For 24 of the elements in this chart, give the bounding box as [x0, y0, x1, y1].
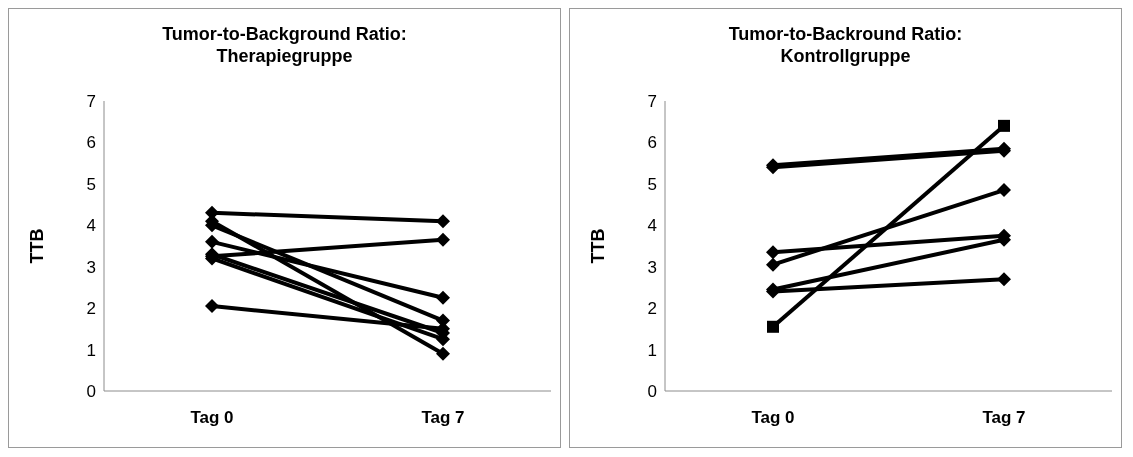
y-tick-label: 0 [647, 382, 657, 402]
y-tick-label: 6 [86, 133, 96, 153]
y-tick-label: 0 [86, 382, 96, 402]
chart-title: Tumor-to-Background Ratio: Therapiegruppe [161, 23, 408, 67]
y-tick-label: 1 [86, 340, 96, 360]
y-tick-label: 5 [86, 174, 96, 194]
x-tick-label: Tag 7 [421, 408, 465, 428]
y-tick-label: 3 [86, 257, 96, 277]
y-tick-label: 7 [86, 92, 96, 112]
y-tick-label: 6 [647, 133, 657, 153]
y-axis-title: TTB [27, 228, 48, 264]
chart-title: Tumor-to-Backround Ratio: Kontrollgruppe [727, 23, 964, 67]
y-tick-label: 5 [647, 174, 657, 194]
y-tick-label: 4 [647, 216, 657, 236]
y-tick-label: 7 [647, 92, 657, 112]
y-tick-label: 3 [647, 257, 657, 277]
x-tick-label: Tag 7 [982, 408, 1026, 428]
y-tick-label: 1 [647, 340, 657, 360]
y-tick-label: 2 [86, 299, 96, 319]
x-tick-label: Tag 0 [751, 408, 795, 428]
y-tick-label: 2 [647, 299, 657, 319]
y-axis-title: TTB [588, 228, 609, 264]
y-tick-label: 4 [86, 216, 96, 236]
x-tick-label: Tag 0 [190, 408, 234, 428]
